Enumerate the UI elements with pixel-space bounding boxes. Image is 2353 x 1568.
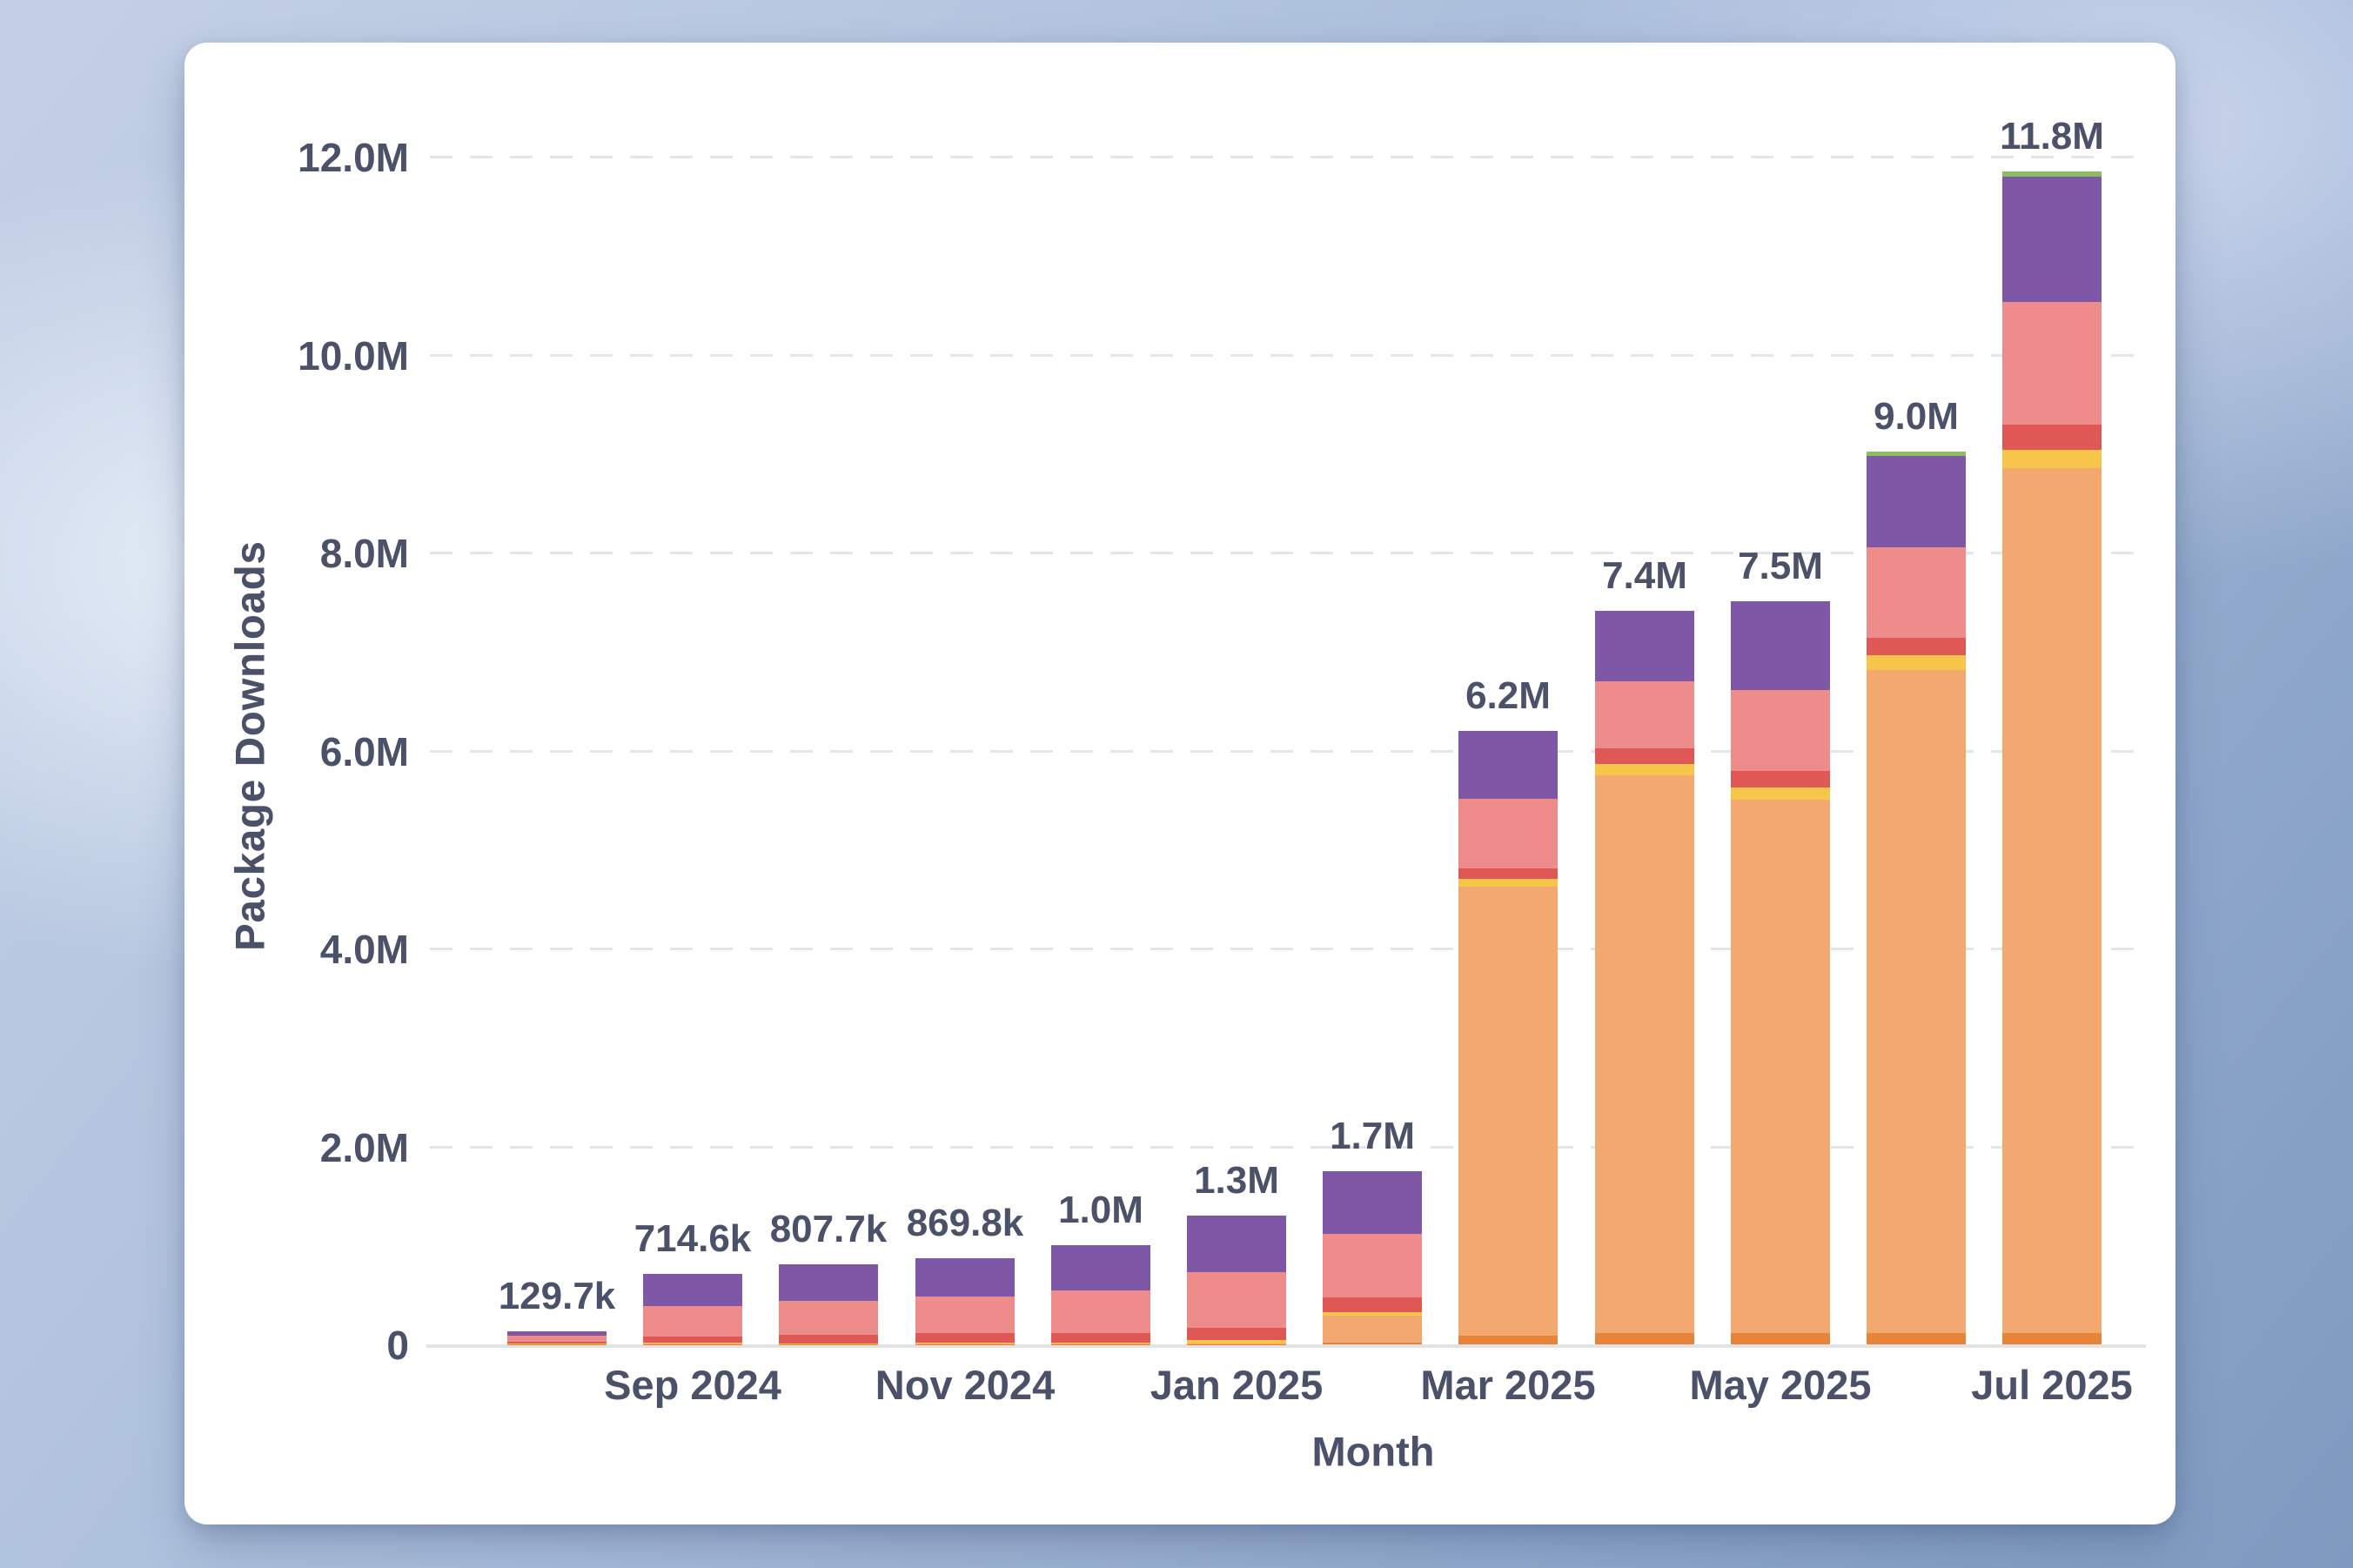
bar-segment-pink: [507, 1336, 607, 1343]
x-tick-label: Sep 2024: [604, 1362, 781, 1408]
bar-segment-dark-orange: [1867, 1333, 1966, 1344]
bar-segment-light-orange: [1458, 886, 1558, 1336]
bar-segment-red: [2002, 425, 2102, 450]
bar-segment-purple: [1051, 1245, 1150, 1290]
bar-segment-red: [507, 1342, 607, 1344]
x-tick-label: Nov 2024: [875, 1362, 1056, 1408]
x-axis-title: Month: [1311, 1428, 1435, 1475]
bar-segment-purple: [1595, 611, 1694, 681]
y-tick-label: 0: [386, 1323, 409, 1368]
y-axis-title: Package Downloads: [226, 540, 273, 951]
bar-segment-purple: [2002, 176, 2102, 303]
bar-segment-red: [1323, 1297, 1422, 1312]
y-tick-label: 8.0M: [319, 531, 409, 576]
bar-segment-yellow: [643, 1343, 742, 1344]
bar-segment-light-orange: [1867, 670, 1966, 1334]
gridline: [430, 156, 2139, 158]
bar-segment-dark-orange: [1595, 1333, 1694, 1344]
bar-value-label: 1.0M: [1058, 1189, 1143, 1232]
y-tick-label: 6.0M: [319, 728, 409, 774]
x-axis-baseline: [426, 1344, 2146, 1348]
bar-segment-pink: [915, 1296, 1015, 1334]
bar-value-label: 129.7k: [498, 1275, 616, 1318]
bar-segment-pink: [1867, 547, 1966, 638]
bar-value-label: 7.4M: [1602, 554, 1687, 598]
bar-segment-purple: [643, 1273, 742, 1307]
bar-segment-pink: [1323, 1234, 1422, 1298]
bar-segment-pink: [2002, 302, 2102, 426]
bar-segment-green: [1867, 451, 1966, 456]
bar-segment-dark-orange: [1731, 1333, 1830, 1344]
bar-segment-red: [915, 1333, 1015, 1343]
bar-segment-yellow: [1323, 1311, 1422, 1317]
x-tick-label: May 2025: [1689, 1362, 1872, 1408]
bar-segment-red: [1458, 868, 1558, 879]
bar-value-label: 869.8k: [906, 1202, 1024, 1245]
bar-segment-light-orange: [1731, 800, 1830, 1334]
bar-value-label: 9.0M: [1874, 394, 1959, 438]
bar-segment-red: [1595, 748, 1694, 765]
bar-segment-pink: [1051, 1290, 1150, 1333]
bar-segment-red: [1731, 771, 1830, 787]
bar-segment-red: [643, 1337, 742, 1344]
bar-segment-pink: [779, 1300, 878, 1336]
bar-value-label: 7.5M: [1738, 544, 1823, 587]
bar-segment-light-orange: [1323, 1316, 1422, 1344]
bar-value-label: 6.2M: [1465, 673, 1551, 717]
bar-segment-dark-orange: [1323, 1343, 1422, 1344]
bar-segment-purple: [1323, 1171, 1422, 1235]
bar-segment-pink: [1458, 799, 1558, 868]
gridline: [430, 552, 2139, 554]
gridline: [430, 353, 2139, 357]
bar-value-label: 714.6k: [634, 1216, 752, 1260]
bar-segment-pink: [643, 1306, 742, 1337]
bar-segment-green: [2002, 171, 2102, 177]
bar-segment-yellow: [1051, 1343, 1150, 1344]
bar-segment-yellow: [1867, 655, 1966, 671]
bar-segment-dark-orange: [1458, 1335, 1558, 1344]
bar-segment-purple: [915, 1258, 1015, 1297]
bar-segment-red: [1187, 1327, 1286, 1340]
y-tick-label: 2.0M: [319, 1124, 409, 1170]
bar-segment-red: [1051, 1332, 1150, 1344]
bar-segment-purple: [507, 1331, 607, 1337]
y-tick-label: 12.0M: [298, 135, 409, 180]
bar-value-label: 807.7k: [769, 1208, 888, 1251]
bar-segment-pink: [1187, 1272, 1286, 1328]
x-tick-label: Jul 2025: [1971, 1362, 2133, 1408]
bar-segment-yellow: [915, 1342, 1015, 1344]
bar-segment-pink: [1731, 690, 1830, 772]
bar-value-label: 1.3M: [1194, 1159, 1279, 1203]
bar-segment-dark-orange: [2002, 1333, 2102, 1344]
bar-segment-yellow: [1595, 764, 1694, 775]
gridline: [430, 749, 2139, 753]
bar-segment-purple: [1731, 600, 1830, 691]
bar-segment-purple: [779, 1264, 878, 1301]
bar-segment-yellow: [1187, 1339, 1286, 1344]
y-tick-label: 10.0M: [298, 332, 409, 379]
gridline: [430, 948, 2139, 950]
bar-segment-pink: [1595, 680, 1694, 749]
bar-segment-light-orange: [2002, 468, 2102, 1334]
y-tick-label: 4.0M: [319, 927, 409, 972]
bar-segment-light-orange: [1595, 774, 1694, 1334]
x-tick-label: Mar 2025: [1420, 1362, 1596, 1408]
bar-segment-yellow: [2002, 449, 2102, 469]
bar-segment-red: [1867, 637, 1966, 656]
bar-segment-purple: [1187, 1216, 1286, 1273]
chart-card: Package Downloads: [184, 43, 2175, 1524]
gridline: [430, 1145, 2139, 1149]
bar-segment-purple: [1867, 455, 1966, 548]
bar-segment-yellow: [1458, 878, 1558, 887]
bar-value-label: 1.7M: [1330, 1115, 1415, 1158]
bar-value-label: 11.8M: [2000, 115, 2104, 158]
x-tick-label: Jan 2025: [1150, 1362, 1324, 1408]
bar-segment-purple: [1458, 730, 1558, 800]
bar-segment-red: [779, 1335, 878, 1344]
bar-segment-yellow: [1731, 787, 1830, 801]
